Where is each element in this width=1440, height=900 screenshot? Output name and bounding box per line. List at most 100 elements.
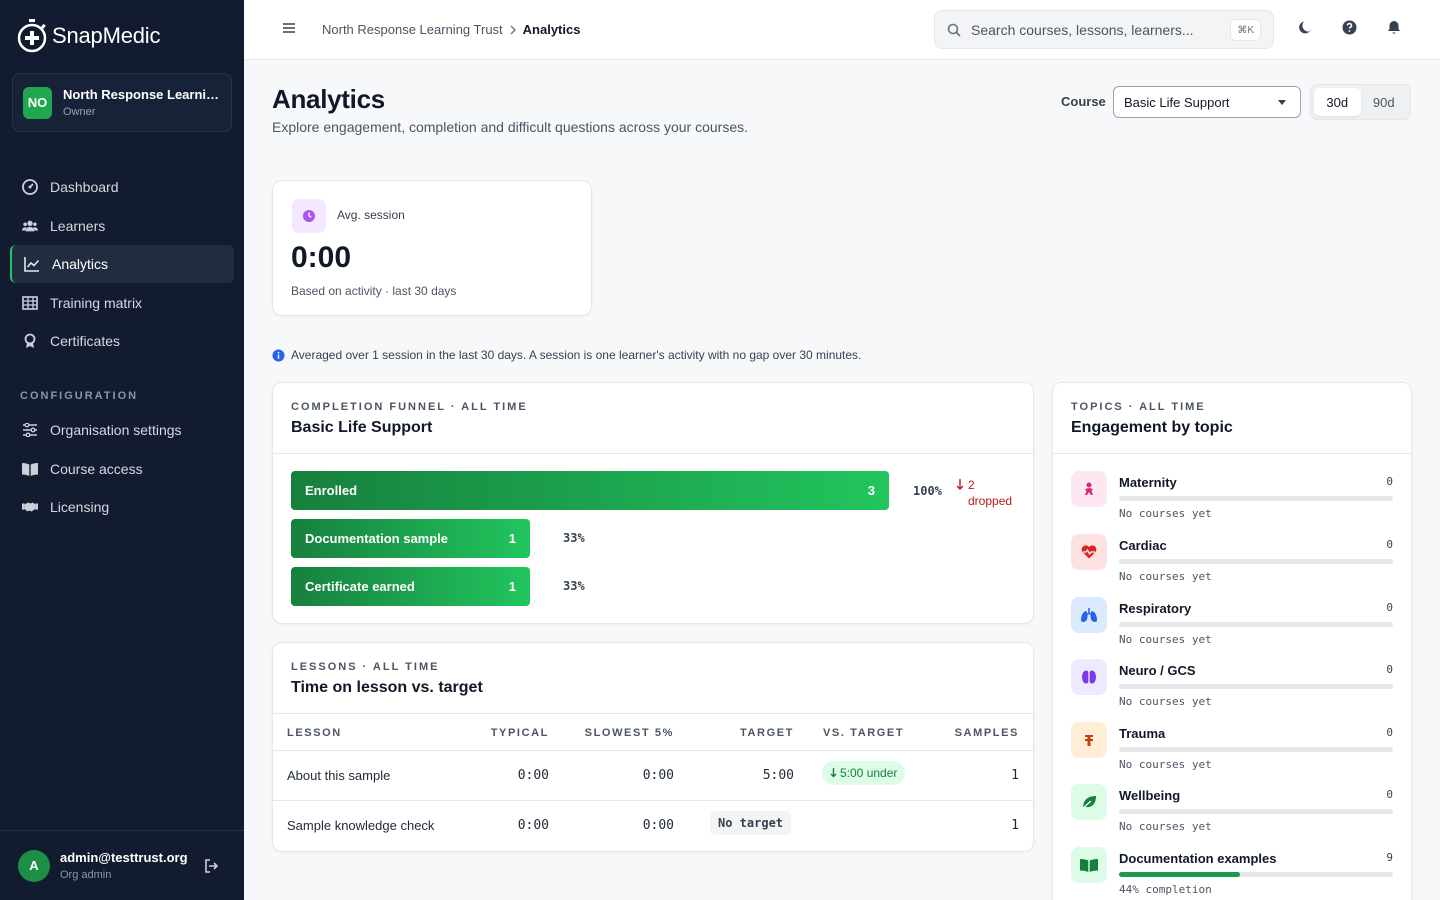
sliders-icon bbox=[22, 422, 38, 438]
col-header-lesson: LESSON bbox=[287, 727, 342, 739]
sidebar-item-analytics[interactable]: Analytics bbox=[10, 245, 234, 283]
table-row[interactable]: About this sample 0:00 0:00 5:00 5:00 un… bbox=[273, 750, 1033, 800]
topic-item-neuro-gcs[interactable]: Neuro / GCS 0 No courses yet bbox=[1071, 659, 1393, 715]
topic-progress bbox=[1119, 559, 1393, 564]
stopwatch-cross-icon bbox=[16, 18, 48, 54]
breadcrumb-parent[interactable]: North Response Learning Trust bbox=[322, 22, 503, 37]
topic-name: Wellbeing bbox=[1119, 788, 1181, 803]
topic-progress bbox=[1119, 809, 1393, 814]
brain-icon bbox=[1071, 659, 1107, 695]
vs-target-badge: 5:00 under bbox=[822, 761, 906, 785]
sidebar-item-label: Organisation settings bbox=[50, 422, 182, 438]
dashboard-icon bbox=[22, 179, 38, 195]
stat-note: Based on activity · last 30 days bbox=[291, 284, 457, 298]
topic-status: No courses yet bbox=[1119, 507, 1212, 520]
topic-progress bbox=[1119, 684, 1393, 689]
no-target-badge: No target bbox=[710, 811, 792, 835]
chevron-right-icon bbox=[509, 25, 517, 35]
funnel-stage-pct: 33% bbox=[563, 579, 585, 593]
sidebar-item-licensing[interactable]: Licensing bbox=[10, 488, 234, 526]
search-input[interactable] bbox=[971, 21, 1231, 38]
arrow-down-icon bbox=[830, 768, 837, 778]
arrow-down-icon bbox=[956, 479, 964, 509]
funnel-stage-label: Documentation sample bbox=[305, 531, 449, 546]
course-select[interactable]: Basic Life Support bbox=[1113, 86, 1301, 118]
breadcrumb: North Response Learning Trust Analytics bbox=[322, 22, 580, 37]
avatar: A bbox=[18, 849, 50, 882]
topic-status: No courses yet bbox=[1119, 570, 1212, 583]
funnel-stage-pct: 100% bbox=[913, 484, 942, 498]
info-text: Averaged over 1 session in the last 30 d… bbox=[291, 348, 862, 362]
topic-item-respiratory[interactable]: Respiratory 0 No courses yet bbox=[1071, 597, 1393, 653]
funnel-stage-label: Enrolled bbox=[305, 483, 358, 498]
topics-kicker: TOPICS · ALL TIME bbox=[1071, 401, 1206, 413]
dropped-count: 2 bbox=[968, 478, 975, 492]
course-select-value: Basic Life Support bbox=[1124, 94, 1230, 110]
topic-item-trauma[interactable]: Trauma 0 No courses yet bbox=[1071, 722, 1393, 778]
funnel-bar-enrolled[interactable]: Enrolled 3 bbox=[291, 471, 889, 510]
sidebar-item-certificates[interactable]: Certificates bbox=[10, 322, 234, 360]
search-bar[interactable]: ⌘K bbox=[934, 10, 1274, 49]
topic-item-maternity[interactable]: Maternity 0 No courses yet bbox=[1071, 471, 1393, 527]
sidebar-item-organisation-settings[interactable]: Organisation settings bbox=[10, 411, 234, 449]
lessons-card: LESSONS · ALL TIME Time on lesson vs. ta… bbox=[272, 642, 1034, 852]
heart-pulse-icon bbox=[1071, 534, 1107, 570]
sidebar-item-label: Learners bbox=[50, 217, 106, 234]
org-role: Owner bbox=[63, 106, 96, 118]
course-filter-label: Course bbox=[1061, 94, 1106, 109]
range-option-90d[interactable]: 90d bbox=[1372, 94, 1395, 110]
sidebar-item-label: Training matrix bbox=[50, 294, 143, 311]
funnel-title: Basic Life Support bbox=[291, 419, 433, 436]
open-book-icon bbox=[1071, 847, 1107, 883]
topic-name: Documentation examples bbox=[1119, 851, 1277, 866]
divider bbox=[273, 713, 1033, 714]
topic-item-cardiac[interactable]: Cardiac 0 No courses yet bbox=[1071, 534, 1393, 590]
col-header-slowest: SLOWEST 5% bbox=[584, 727, 674, 739]
lungs-icon bbox=[1071, 597, 1107, 633]
help-icon[interactable] bbox=[1342, 20, 1357, 35]
sidebar-item-training-matrix[interactable]: Training matrix bbox=[10, 284, 234, 322]
menu-icon[interactable] bbox=[282, 21, 296, 35]
cell-typical: 0:00 bbox=[517, 818, 549, 833]
avg-session-card: Avg. session 0:00 Based on activity · la… bbox=[272, 180, 592, 316]
vs-target-text: 5:00 under bbox=[840, 766, 898, 780]
topic-item-wellbeing[interactable]: Wellbeing 0 No courses yet bbox=[1071, 784, 1393, 840]
org-name: North Response Learning Trust bbox=[63, 87, 221, 102]
logout-icon[interactable] bbox=[204, 859, 218, 873]
sidebar-item-dashboard[interactable]: Dashboard bbox=[10, 168, 234, 206]
clock-icon bbox=[292, 199, 326, 233]
sidebar: SnapMedic NO North Response Learning Tru… bbox=[0, 0, 244, 900]
user-role: Org admin bbox=[60, 869, 112, 881]
page-subtitle: Explore engagement, completion and diffi… bbox=[272, 119, 749, 135]
funnel-stage-label: Certificate earned bbox=[305, 579, 415, 594]
topic-name: Cardiac bbox=[1119, 538, 1167, 553]
moon-icon[interactable] bbox=[1299, 20, 1313, 34]
col-header-samples: SAMPLES bbox=[954, 727, 1019, 739]
topic-progress bbox=[1119, 622, 1393, 627]
table-row[interactable]: Sample knowledge check 0:00 0:00 No targ… bbox=[273, 800, 1033, 850]
topic-count: 0 bbox=[1386, 538, 1393, 551]
topic-item-documentation-examples[interactable]: Documentation examples 9 44% completion bbox=[1071, 847, 1393, 900]
funnel-bar-documentation-sample[interactable]: Documentation sample 1 bbox=[291, 519, 530, 558]
user-profile[interactable]: A admin@testtrust.org Org admin bbox=[0, 830, 244, 900]
award-icon bbox=[22, 333, 38, 349]
page-title: Analytics bbox=[272, 84, 385, 114]
cell-lesson: Sample knowledge check bbox=[287, 818, 435, 833]
sidebar-item-label: Certificates bbox=[50, 333, 121, 349]
topic-count: 0 bbox=[1386, 601, 1393, 614]
user-email: admin@testtrust.org bbox=[60, 850, 188, 865]
range-option-30d[interactable]: 30d bbox=[1314, 88, 1361, 116]
sidebar-item-learners[interactable]: Learners bbox=[10, 207, 234, 245]
sidebar-item-course-access[interactable]: Course access bbox=[10, 450, 234, 488]
topic-count: 0 bbox=[1386, 788, 1393, 801]
funnel-kicker: COMPLETION FUNNEL · ALL TIME bbox=[291, 401, 528, 413]
app-logo[interactable]: SnapMedic bbox=[16, 18, 160, 54]
config-nav: Organisation settings Course access Lice… bbox=[10, 411, 234, 527]
org-switcher[interactable]: NO North Response Learning Trust Owner bbox=[12, 73, 232, 132]
bell-icon[interactable] bbox=[1387, 20, 1401, 35]
funnel-bar-certificate-earned[interactable]: Certificate earned 1 bbox=[291, 567, 530, 606]
topic-progress bbox=[1119, 872, 1393, 877]
baby-icon bbox=[1071, 471, 1107, 507]
completion-funnel-card: COMPLETION FUNNEL · ALL TIME Basic Life … bbox=[272, 382, 1034, 624]
main-nav: Dashboard Learners Analytics Training ma… bbox=[10, 168, 234, 361]
